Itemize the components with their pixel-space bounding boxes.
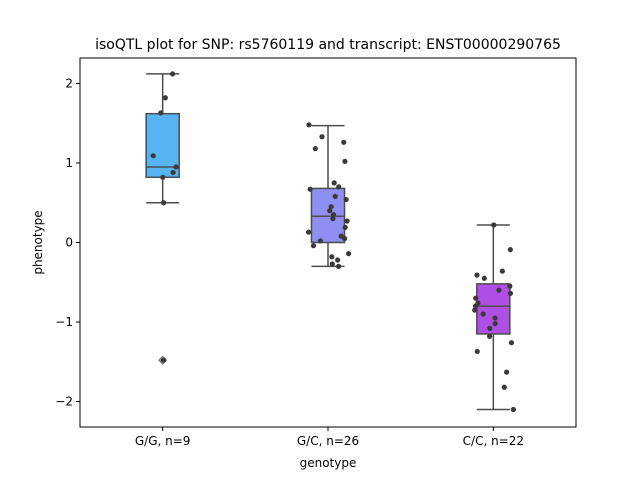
data-point	[499, 268, 505, 274]
data-point	[331, 180, 337, 186]
data-point	[170, 169, 176, 176]
data-point	[344, 218, 350, 224]
y-tick-label: 2	[65, 76, 73, 90]
data-point	[504, 369, 510, 375]
data-point	[306, 122, 312, 128]
data-point	[336, 184, 342, 190]
data-point	[474, 348, 480, 355]
data-point	[160, 357, 167, 363]
data-point	[507, 247, 513, 253]
data-point	[336, 263, 342, 269]
data-point	[329, 261, 335, 267]
x-axis-label: genotype	[300, 456, 357, 470]
data-point	[342, 235, 348, 242]
data-point	[507, 290, 514, 296]
y-tick-label: −1	[55, 315, 73, 329]
data-point	[317, 238, 324, 244]
data-point	[335, 257, 341, 263]
data-point	[491, 222, 497, 228]
plot-frame	[79, 57, 577, 428]
data-point	[507, 283, 513, 289]
data-point	[492, 321, 498, 327]
data-point	[310, 243, 317, 249]
data-point	[307, 186, 313, 192]
data-point	[508, 340, 515, 346]
data-point	[162, 95, 168, 101]
data-point	[510, 406, 516, 413]
data-point	[492, 315, 498, 321]
data-point	[472, 307, 478, 313]
data-point	[472, 303, 479, 309]
chart-title: isoQTL plot for SNP: rs5760119 and trans…	[95, 37, 561, 53]
data-point	[342, 158, 348, 164]
data-point	[487, 333, 493, 339]
data-point	[173, 164, 179, 170]
box-iqr	[310, 187, 346, 244]
data-point	[169, 71, 176, 77]
data-point	[501, 384, 507, 390]
data-point	[161, 200, 167, 206]
data-point	[319, 134, 325, 140]
data-point	[342, 224, 348, 230]
box-iqr	[476, 283, 511, 335]
plot-area: −2 −1 0 1 2 G/G, n=9 G/C, n=26 C/C, n=22	[55, 71, 524, 448]
y-tick-label: 0	[65, 236, 73, 250]
data-point	[343, 196, 349, 203]
x-tick-label: G/C, n=26	[297, 434, 359, 448]
data-point	[329, 254, 335, 260]
data-point	[480, 311, 486, 317]
data-point	[150, 153, 156, 159]
y-tick-label: −2	[55, 395, 73, 409]
data-point	[312, 146, 318, 152]
data-point	[158, 110, 164, 116]
x-tick-label: G/G, n=9	[135, 434, 191, 448]
data-point	[341, 139, 347, 145]
y-axis-label: phenotype	[31, 210, 45, 274]
data-point	[332, 193, 338, 199]
y-tick-label: 1	[65, 156, 73, 170]
data-point	[496, 287, 502, 293]
data-point	[328, 204, 334, 210]
data-point	[345, 251, 352, 257]
data-point	[327, 208, 333, 214]
data-point	[481, 275, 487, 281]
data-point	[474, 272, 480, 278]
data-point	[487, 325, 493, 331]
data-point	[330, 212, 337, 218]
data-point	[305, 229, 312, 235]
data-point	[473, 295, 479, 301]
data-point	[330, 216, 336, 222]
x-tick-label: C/C, n=22	[463, 434, 524, 448]
data-point	[160, 174, 166, 180]
